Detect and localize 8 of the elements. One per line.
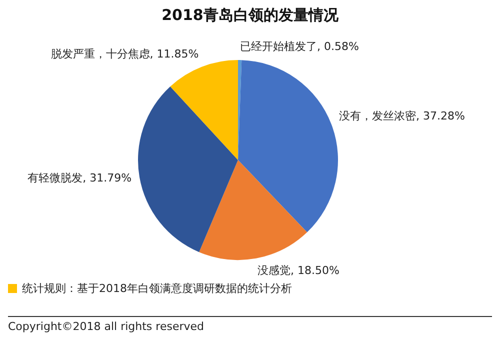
slice-label: 没感觉, 18.50% — [258, 264, 340, 278]
text: Copyright©2018 all rights reserved — [8, 320, 204, 333]
text: 统计规则：基于2018年白领满意度调研数据的统计分析 — [22, 281, 292, 296]
slice-label: 没有，发丝浓密, 37.28% — [338, 109, 465, 122]
slice-label: 脱发严重，十分焦虑, 11.85% — [50, 47, 199, 60]
slice-label: 有轻微脱发, 31.79% — [28, 171, 132, 184]
slice-label: 已经开始植发了, 0.58% — [240, 40, 359, 53]
chart-title: 2018青岛白领的发量情况 — [160, 6, 340, 25]
